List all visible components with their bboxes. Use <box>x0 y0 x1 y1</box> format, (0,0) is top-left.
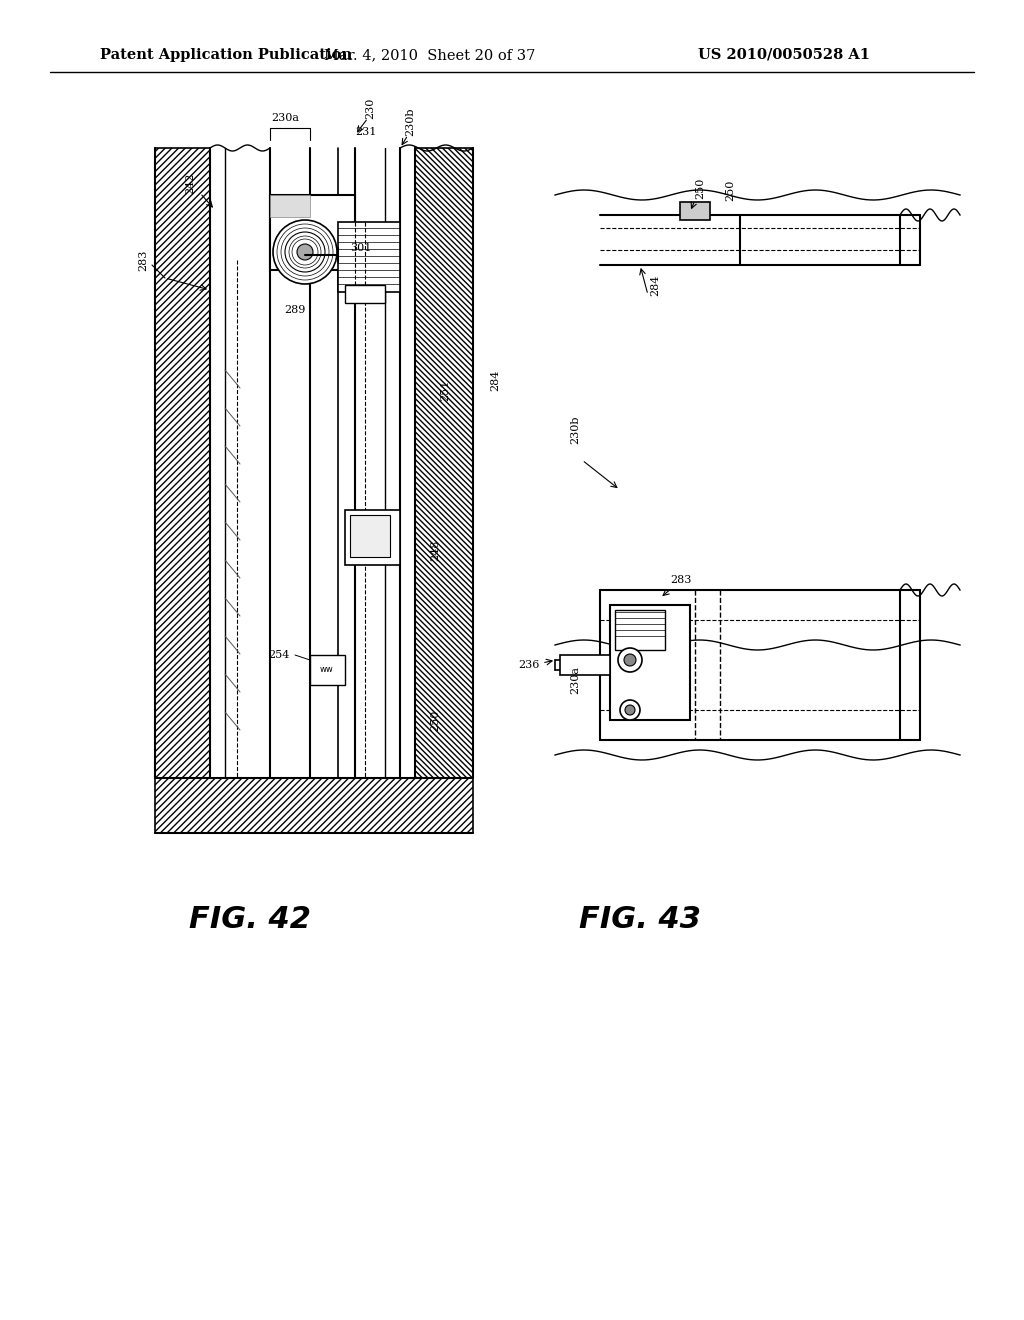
Text: Patent Application Publication: Patent Application Publication <box>100 48 352 62</box>
Text: 230a: 230a <box>570 667 580 694</box>
Text: 230b: 230b <box>406 108 415 136</box>
Bar <box>350 515 390 557</box>
Bar <box>610 605 690 719</box>
Bar <box>270 195 355 271</box>
Bar <box>345 285 385 304</box>
Text: 283: 283 <box>670 576 691 585</box>
Circle shape <box>285 232 325 272</box>
Text: 250: 250 <box>725 180 735 201</box>
Text: 230b: 230b <box>570 416 580 445</box>
Bar <box>615 610 665 649</box>
Text: FIG. 42: FIG. 42 <box>189 906 311 935</box>
Bar <box>270 195 310 216</box>
Text: US 2010/0050528 A1: US 2010/0050528 A1 <box>698 48 870 62</box>
Bar <box>155 777 473 833</box>
Text: 250: 250 <box>695 177 705 199</box>
Text: 231: 231 <box>355 127 377 137</box>
Text: 250: 250 <box>430 709 440 731</box>
Bar <box>345 510 400 565</box>
Circle shape <box>273 220 337 284</box>
Text: 284: 284 <box>650 275 660 296</box>
Bar <box>560 655 610 675</box>
Bar <box>338 222 400 292</box>
Text: 236: 236 <box>518 660 540 671</box>
Text: 248: 248 <box>430 540 440 561</box>
Text: 251: 251 <box>440 379 450 401</box>
Text: 254: 254 <box>268 649 290 660</box>
Bar <box>415 148 473 777</box>
Text: 230a: 230a <box>271 114 299 123</box>
Text: 301: 301 <box>350 243 372 253</box>
Text: 289: 289 <box>285 305 306 315</box>
Circle shape <box>620 700 640 719</box>
Text: 283: 283 <box>138 249 148 271</box>
Circle shape <box>618 648 642 672</box>
Text: ww: ww <box>321 665 334 675</box>
Text: 230: 230 <box>365 98 375 119</box>
Text: 242: 242 <box>185 173 195 194</box>
Text: Mar. 4, 2010  Sheet 20 of 37: Mar. 4, 2010 Sheet 20 of 37 <box>325 48 536 62</box>
Circle shape <box>297 244 313 260</box>
Circle shape <box>625 705 635 715</box>
Bar <box>155 148 210 777</box>
Bar <box>680 202 710 220</box>
Text: 284: 284 <box>490 370 500 391</box>
Bar <box>310 655 345 685</box>
Text: FIG. 43: FIG. 43 <box>579 906 701 935</box>
Circle shape <box>624 653 636 667</box>
